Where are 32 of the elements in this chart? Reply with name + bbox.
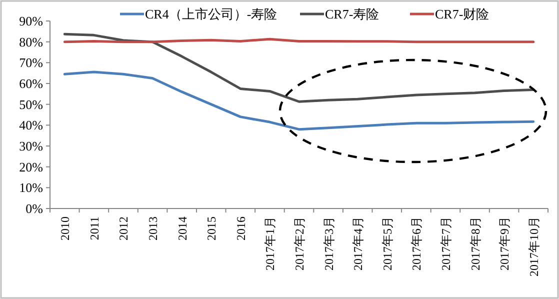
y-tick-label: 60% [19,76,44,91]
x-tick-label: 2017年9月 [498,216,512,270]
x-tick-label: 2017年5月 [380,216,394,270]
x-tick-label: 2011 [87,216,102,240]
x-tick-label: 2017年2月 [292,216,306,270]
y-tick-label: 50% [19,96,44,112]
x-tick-label: 2017年1月 [263,216,278,270]
x-tick-label: 2016 [234,216,248,240]
y-tick-label: 70% [19,55,44,70]
x-tick-label: 2017年8月 [468,216,482,270]
y-tick-label: 0% [26,201,44,216]
x-tick-label: 2017年7月 [438,216,453,270]
line-series [63,32,535,103]
x-tick-label: 2012 [116,216,131,240]
legend-label: CR7-财险 [435,6,490,22]
y-tick-label: 40% [19,118,44,133]
y-tick-label: 80% [19,34,44,50]
x-tick-label: 2017年6月 [410,216,424,270]
y-tick-label: 90% [19,14,44,28]
x-tick-label: 2015 [204,216,219,240]
x-tick-label: 2017年4月 [351,216,366,270]
x-tick-label: 2014 [175,216,190,240]
y-tick-label: 20% [19,159,44,174]
legend-label: CR7-寿险 [325,6,380,22]
y-tick-label: 10% [19,180,44,196]
x-tick-label: 2013 [146,216,160,240]
x-tick-label: 2017年3月 [322,216,336,270]
legend-label: CR4（上市公司）-寿险 [145,6,278,22]
line-series [63,70,535,131]
y-tick-label: 30% [19,138,44,154]
x-tick-label: 2010 [58,216,72,240]
x-tick-label: 2017年10月 [526,216,541,276]
